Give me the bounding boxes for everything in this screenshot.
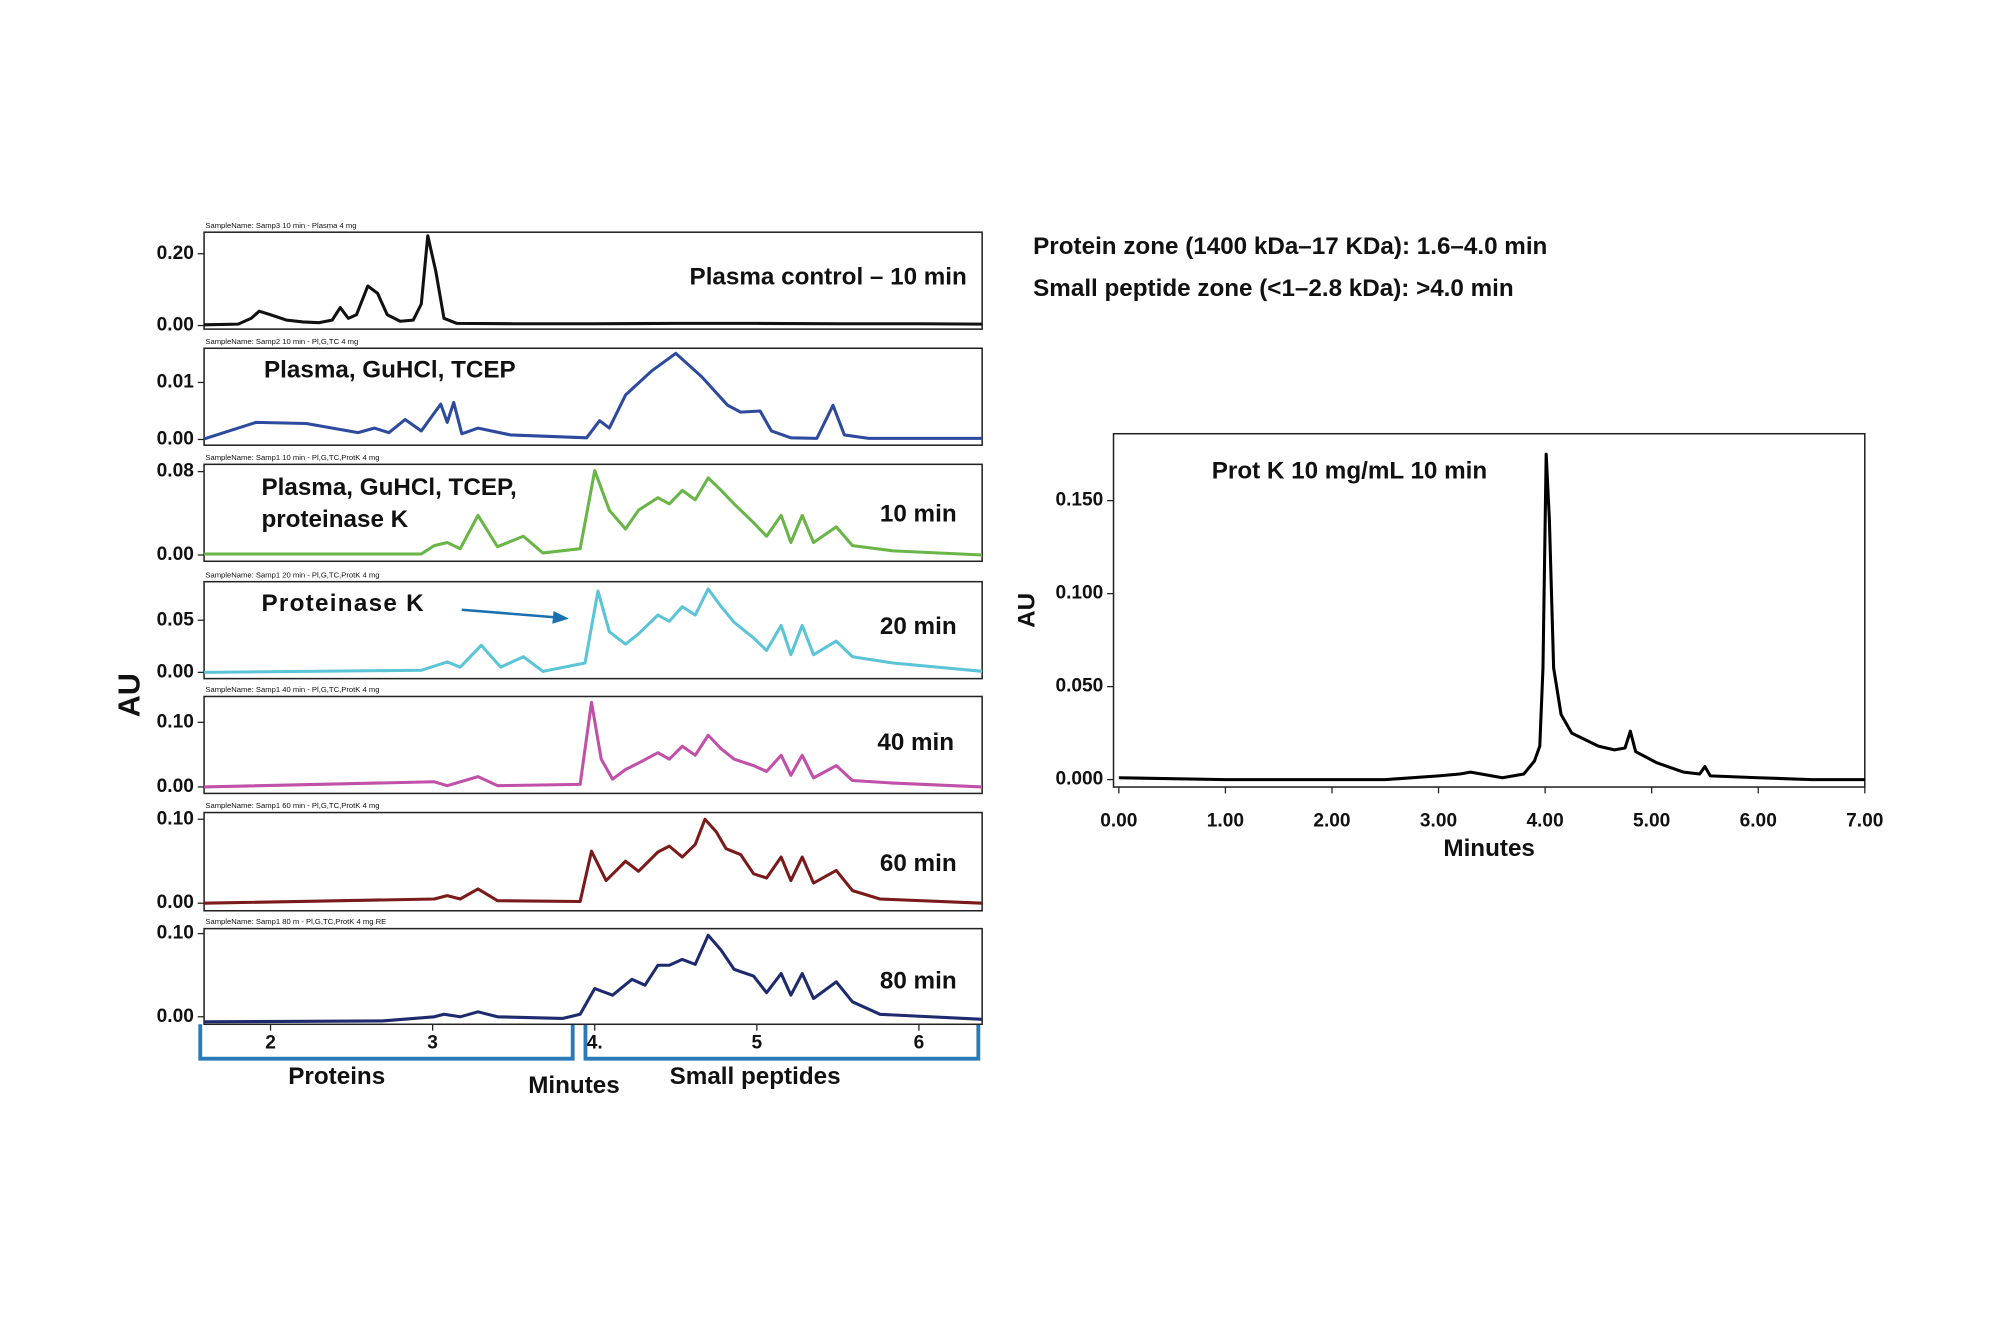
sample-name: SampleName: Samp2 10 min - Pl,G,TC 4 mg [205,337,358,346]
y-tick-label: 0.100 [1055,583,1103,604]
sample-name: SampleName: Samp1 10 min - Pl,G,TC,ProtK… [205,453,379,462]
plot-frame [1112,432,1866,788]
plot-frame [203,927,983,1026]
y-tick-label: 0.20 [157,243,194,264]
x-tick-label: 5.00 [1633,811,1670,832]
note: Protein zone (1400 kDa–17 KDa): 1.6–4.0 … [1033,233,1547,260]
trace [204,700,983,789]
x-tick-label: 6 [914,1032,925,1053]
annotation: 40 min [877,729,954,756]
sample-name: SampleName: Samp3 10 min - Plasma 4 mg [205,221,356,230]
y-tick-label: 0.10 [157,808,194,829]
y-tick-label: 0.050 [1055,676,1103,697]
y-tick-label: 0.150 [1055,490,1103,511]
y-tick-label: 0.08 [157,461,195,482]
y-tick-label: 0.00 [157,315,194,336]
annotation: Proteinase K [261,590,424,617]
x-tick-label: 2.00 [1313,811,1350,832]
x-tick-label: 1.00 [1207,811,1244,832]
y-axis-label: AU [1013,593,1040,628]
zone-label: Small peptides [670,1063,841,1090]
x-tick-label: 3.00 [1420,811,1457,832]
x-tick-label: 7.00 [1846,811,1883,832]
trace [204,587,983,674]
annotation: Plasma, GuHCl, TCEP, [261,474,516,501]
trace [204,234,983,327]
bracket [198,1024,575,1061]
sample-name: SampleName: Samp1 40 min - Pl,G,TC,ProtK… [205,685,379,694]
y-tick-label: 0.00 [157,429,194,450]
y-tick-label: 0.05 [157,609,195,630]
y-tick-label: 0.01 [157,372,195,393]
annotation: proteinase K [261,506,408,533]
y-tick-label: 0.00 [157,661,194,682]
trace [204,817,983,905]
annotation: 80 min [880,968,957,995]
y-tick-label: 0.00 [157,544,194,565]
annotation: Plasma control – 10 min [690,264,967,291]
annotation: Prot K 10 mg/mL 10 min [1212,457,1487,484]
plot-frame [203,231,983,330]
plot-frame [203,463,983,563]
x-axis-label: Minutes [1443,835,1535,862]
y-tick-label: 0.00 [157,776,194,797]
x-tick-label: 4.00 [1526,811,1563,832]
y-axis-label: AU [112,673,146,717]
y-tick-label: 0.00 [157,892,194,913]
sample-name: SampleName: Samp1 20 min - Pl,G,TC,ProtK… [205,570,379,579]
bracket [583,1024,981,1061]
y-tick-label: 0.00 [157,1006,194,1027]
annotation: 20 min [880,613,957,640]
x-tick-label: 2 [265,1032,276,1053]
arrow-head [552,611,569,624]
trace [1118,452,1865,782]
y-tick-label: 0.000 [1055,769,1103,790]
trace [204,933,983,1024]
annotation: Plasma, GuHCl, TCEP [264,357,516,384]
plot-frame [203,811,983,912]
plot-frame [203,695,983,795]
annotation: 60 min [880,850,957,877]
x-axis-label: Minutes [528,1072,620,1099]
sample-name: SampleName: Samp1 60 min - Pl,G,TC,ProtK… [205,801,379,810]
plot-frame [203,347,983,446]
annotation: 10 min [880,501,957,528]
zone-label: Proteins [288,1063,385,1090]
x-tick-label: 6.00 [1740,811,1777,832]
x-tick-label: 4. [587,1032,603,1053]
arrow [461,608,557,619]
note: Small peptide zone (<1–2.8 kDa): >4.0 mi… [1033,275,1514,302]
y-tick-label: 0.10 [157,923,194,944]
plot-frame [203,580,983,680]
x-tick-label: 5 [752,1032,763,1053]
y-tick-label: 0.10 [157,711,194,732]
x-tick-label: 3 [427,1032,438,1053]
sample-name: SampleName: Samp1 80 m - Pl,G,TC,ProtK 4… [205,917,386,926]
trace [203,351,983,441]
trace [204,469,983,557]
x-tick-label: 0.00 [1100,811,1137,832]
